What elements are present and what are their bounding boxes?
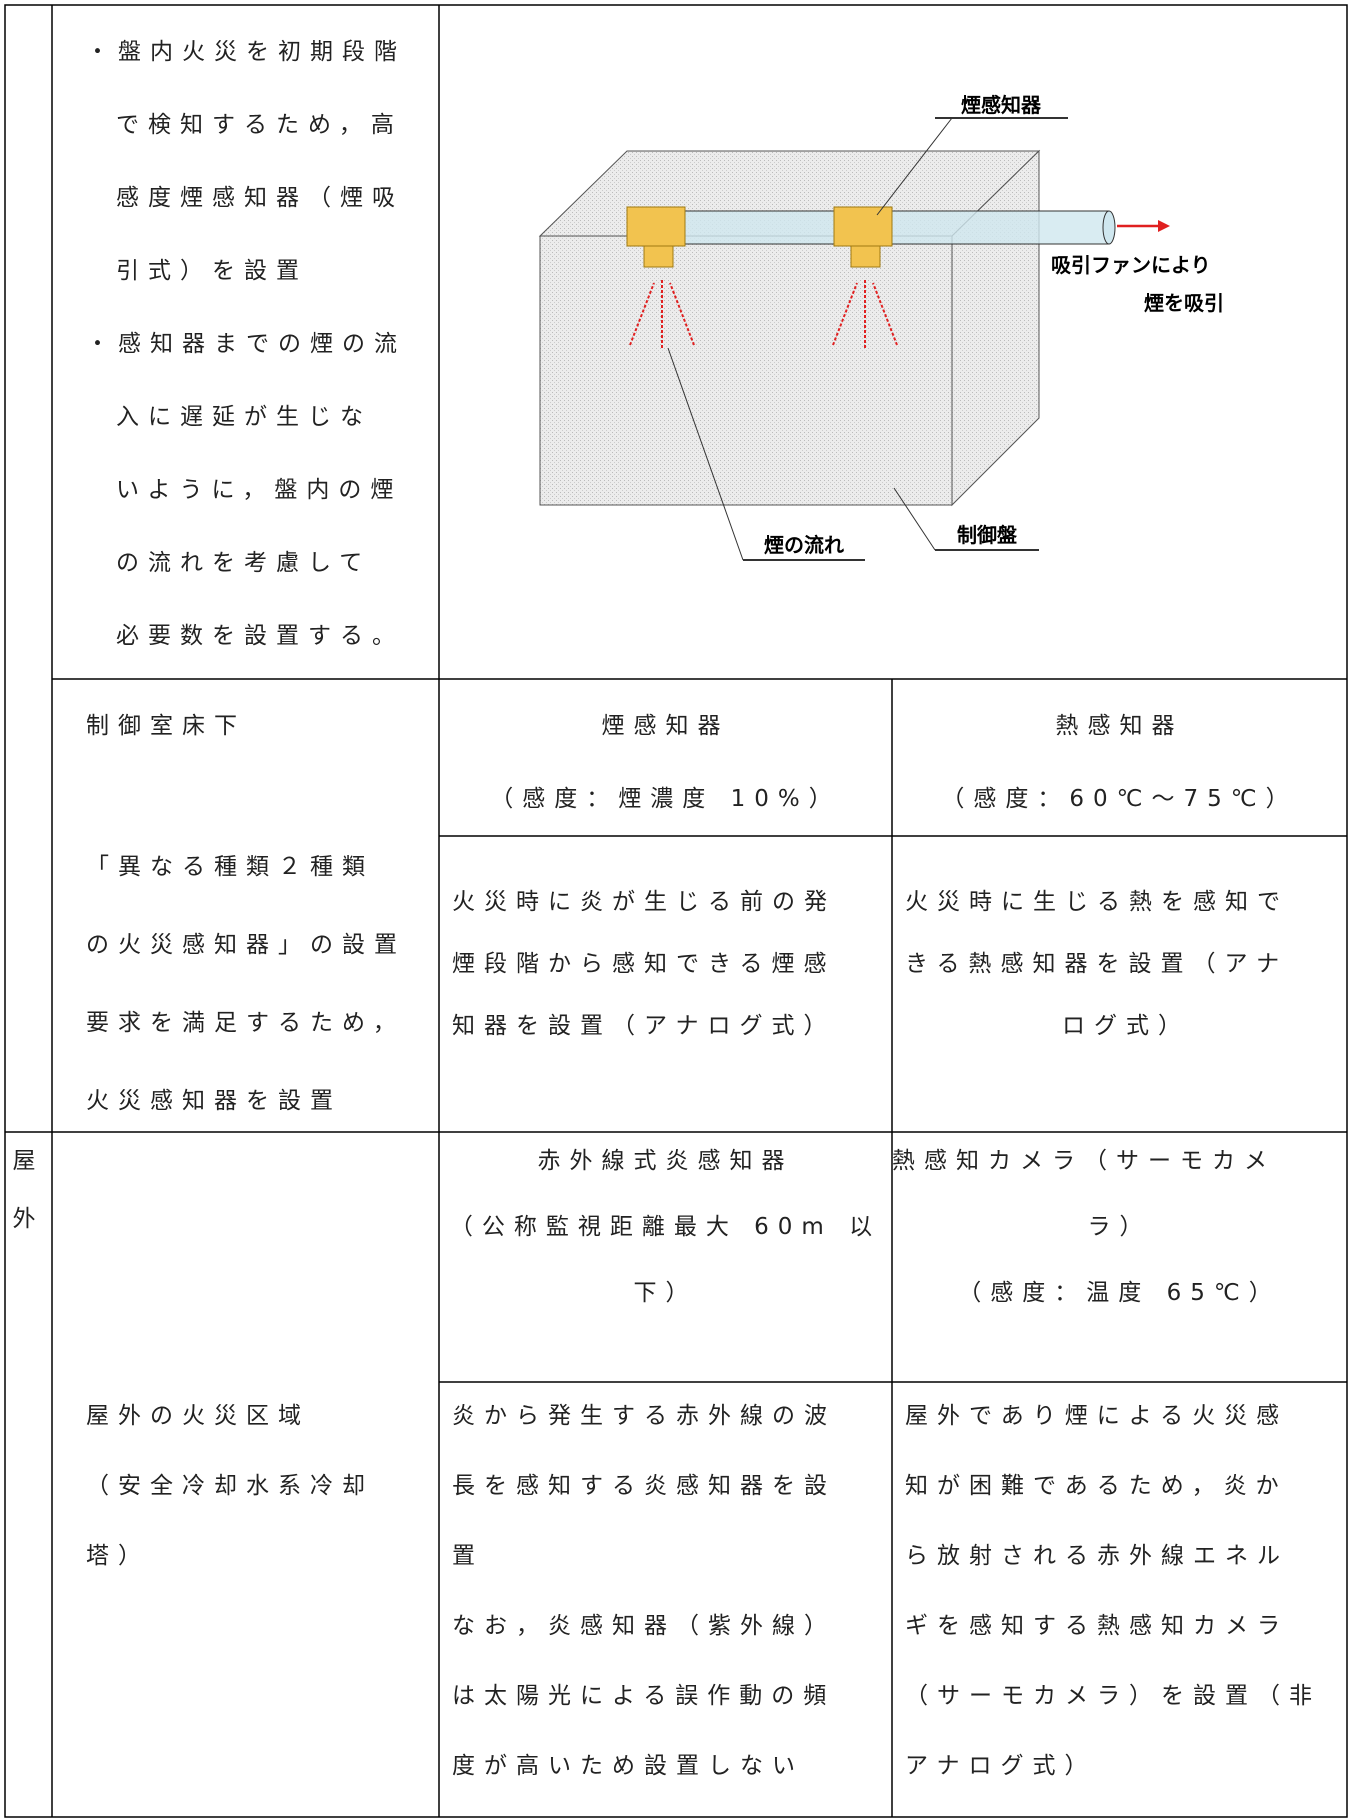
cell-text: 知が困難であるため，炎か: [905, 1473, 1288, 1499]
cell-text: 「異なる種類２種類: [86, 854, 374, 880]
cell-text: 制御室床下: [86, 713, 246, 739]
cell-text: 屋: [12, 1148, 45, 1174]
cell-text: 度が高いため設置しない: [452, 1753, 804, 1779]
cell-text: ラ）: [1087, 1214, 1152, 1240]
cell-text: 火災感知器を設置: [86, 1088, 342, 1114]
cell-text: 熱感知カメラ（サーモカメ: [892, 1148, 1276, 1174]
cell-text: （感度：60℃～75℃）: [941, 786, 1298, 812]
diagram-label: 煙を吸引: [1144, 291, 1224, 315]
cell-text: 赤外線式炎感知器: [537, 1148, 794, 1174]
diagram-label: 制御盤: [957, 523, 1018, 547]
cell-text: いように，盤内の煙: [116, 477, 403, 503]
cell-text: （安全冷却水系冷却: [86, 1473, 374, 1499]
cell-text: 要求を満足するため，: [86, 1010, 405, 1036]
cell-text: 火災時に炎が生じる前の発: [452, 889, 836, 915]
cell-text: 屋外であり煙による火災感: [905, 1403, 1289, 1429]
cell-text: 火災時に生じる熱を感知で: [905, 889, 1289, 915]
cell-text: 煙段階から感知できる煙感: [452, 951, 836, 977]
cell-text: （感度：煙濃度 10%）: [490, 786, 841, 812]
cell-text: 知器を設置（アナログ式）: [452, 1013, 836, 1039]
cell-text: ・感知器までの煙の流: [86, 331, 406, 357]
diagram-label: 煙感知器: [961, 93, 1042, 117]
cell-text: なお，炎感知器（紫外線）: [452, 1613, 836, 1639]
cell-text: 感度煙感知器（煙吸: [116, 185, 404, 211]
cell-text: 煙感知器: [601, 713, 730, 739]
cell-text: 屋外の火災区域: [86, 1403, 310, 1429]
cell-text: の流れを考慮して: [116, 550, 372, 576]
cell-text: 外: [12, 1206, 45, 1232]
cell-text: （サーモカメラ）を設置（非: [905, 1683, 1321, 1709]
cell-text: 入に遅延が生じな: [116, 404, 372, 430]
cell-text: 塔）: [86, 1543, 150, 1569]
cell-text: は太陽光による誤作動の頻: [452, 1683, 836, 1709]
cell-text: 長を感知する炎感知器を設: [452, 1473, 836, 1499]
cell-text: 引式）を設置: [116, 258, 308, 284]
diagram-label: 煙の流れ: [764, 533, 844, 557]
cell-text: ら放射される赤外線エネル: [905, 1543, 1289, 1569]
cell-text: きる熱感知器を設置（アナ: [905, 951, 1289, 977]
cell-text: 熱感知器: [1055, 713, 1184, 739]
cell-text: （感度：温度 65℃）: [958, 1280, 1281, 1306]
cell-text: 下）: [633, 1280, 698, 1306]
cell-text: ・盤内火災を初期段階: [86, 39, 406, 65]
cell-text: アナログ式）: [905, 1753, 1097, 1779]
diagram: 煙感知器 吸引ファンにより 煙を吸引 煙の流れ 制御盤: [538, 93, 1224, 561]
diagram-label: 吸引ファンにより: [1051, 253, 1211, 277]
cell-text: の火災感知器」の設置: [86, 932, 406, 958]
cell-text: （公称監視距離最大 60m 以: [449, 1214, 882, 1240]
cell-text: で検知するため，高: [116, 112, 403, 138]
cell-text: ギを感知する熱感知カメラ: [905, 1613, 1289, 1639]
cell-text: ログ式）: [1062, 1013, 1190, 1039]
cell-text: 置: [452, 1543, 484, 1569]
cell-text: 炎から発生する赤外線の波: [452, 1403, 836, 1429]
cell-text: 必要数を設置する。: [116, 623, 404, 649]
